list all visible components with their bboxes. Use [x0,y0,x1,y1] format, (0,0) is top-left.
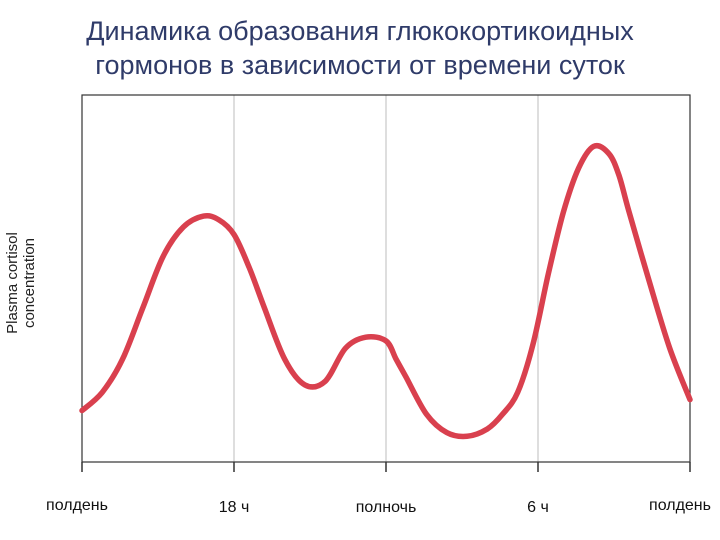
cortisol-series-line [79,143,693,440]
x-tick-label: полночь [355,499,417,516]
x-tick-label: полдень [46,497,108,514]
x-tick-label: 6 ч [527,499,549,516]
x-axis-ticks [81,462,691,472]
chart-title-line-1: Динамика образования глюкокортикоидных [86,16,634,46]
grid-lines [233,95,539,462]
x-tick-label: 18 ч [218,499,250,516]
x-tick-label: полдень [649,497,711,514]
chart-title-line-2: гормонов в зависимости от времени суток [95,50,625,80]
chart-title: Динамика образования глюкокортикоидных г… [0,14,720,82]
